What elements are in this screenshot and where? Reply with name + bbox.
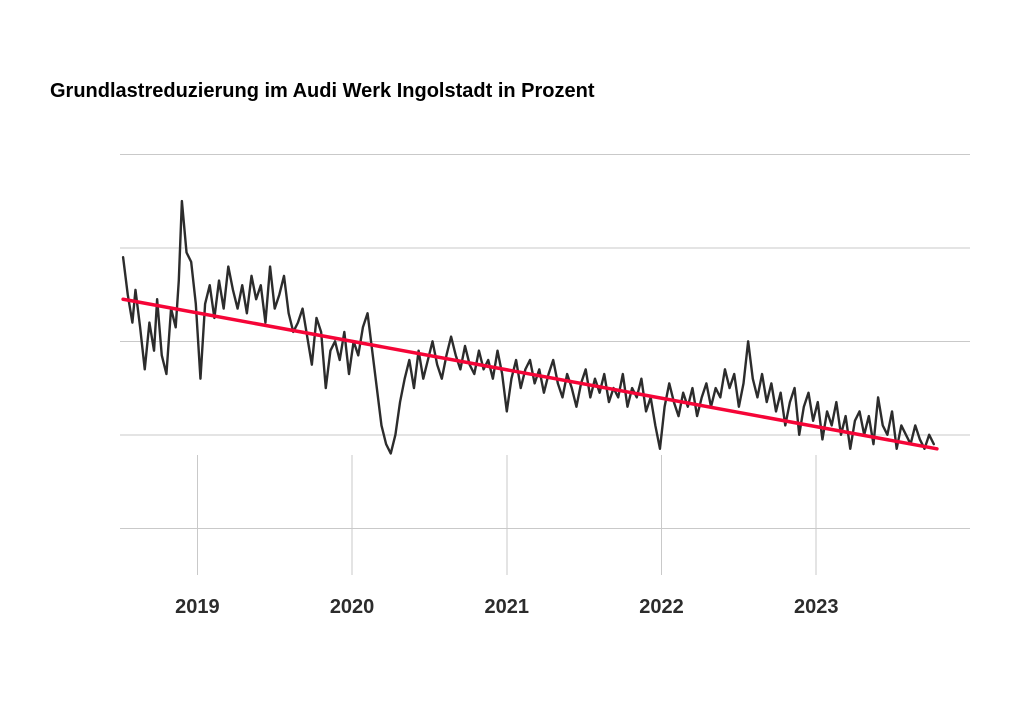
chart-plot-area: 40608010012020192020202120222023 [120, 145, 970, 645]
chart-page: Grundlastreduzierung im Audi Werk Ingols… [0, 0, 1024, 724]
x-tick-label: 2023 [794, 596, 839, 618]
x-tick-label: 2019 [175, 596, 220, 618]
chart-svg: 40608010012020192020202120222023 [120, 145, 970, 645]
chart-title: Grundlastreduzierung im Audi Werk Ingols… [50, 80, 594, 103]
x-tick-label: 2020 [330, 596, 375, 618]
x-tick-label: 2022 [639, 596, 684, 618]
trend-line [123, 299, 937, 449]
data-series-line [123, 201, 934, 453]
x-tick-label: 2021 [485, 596, 530, 618]
